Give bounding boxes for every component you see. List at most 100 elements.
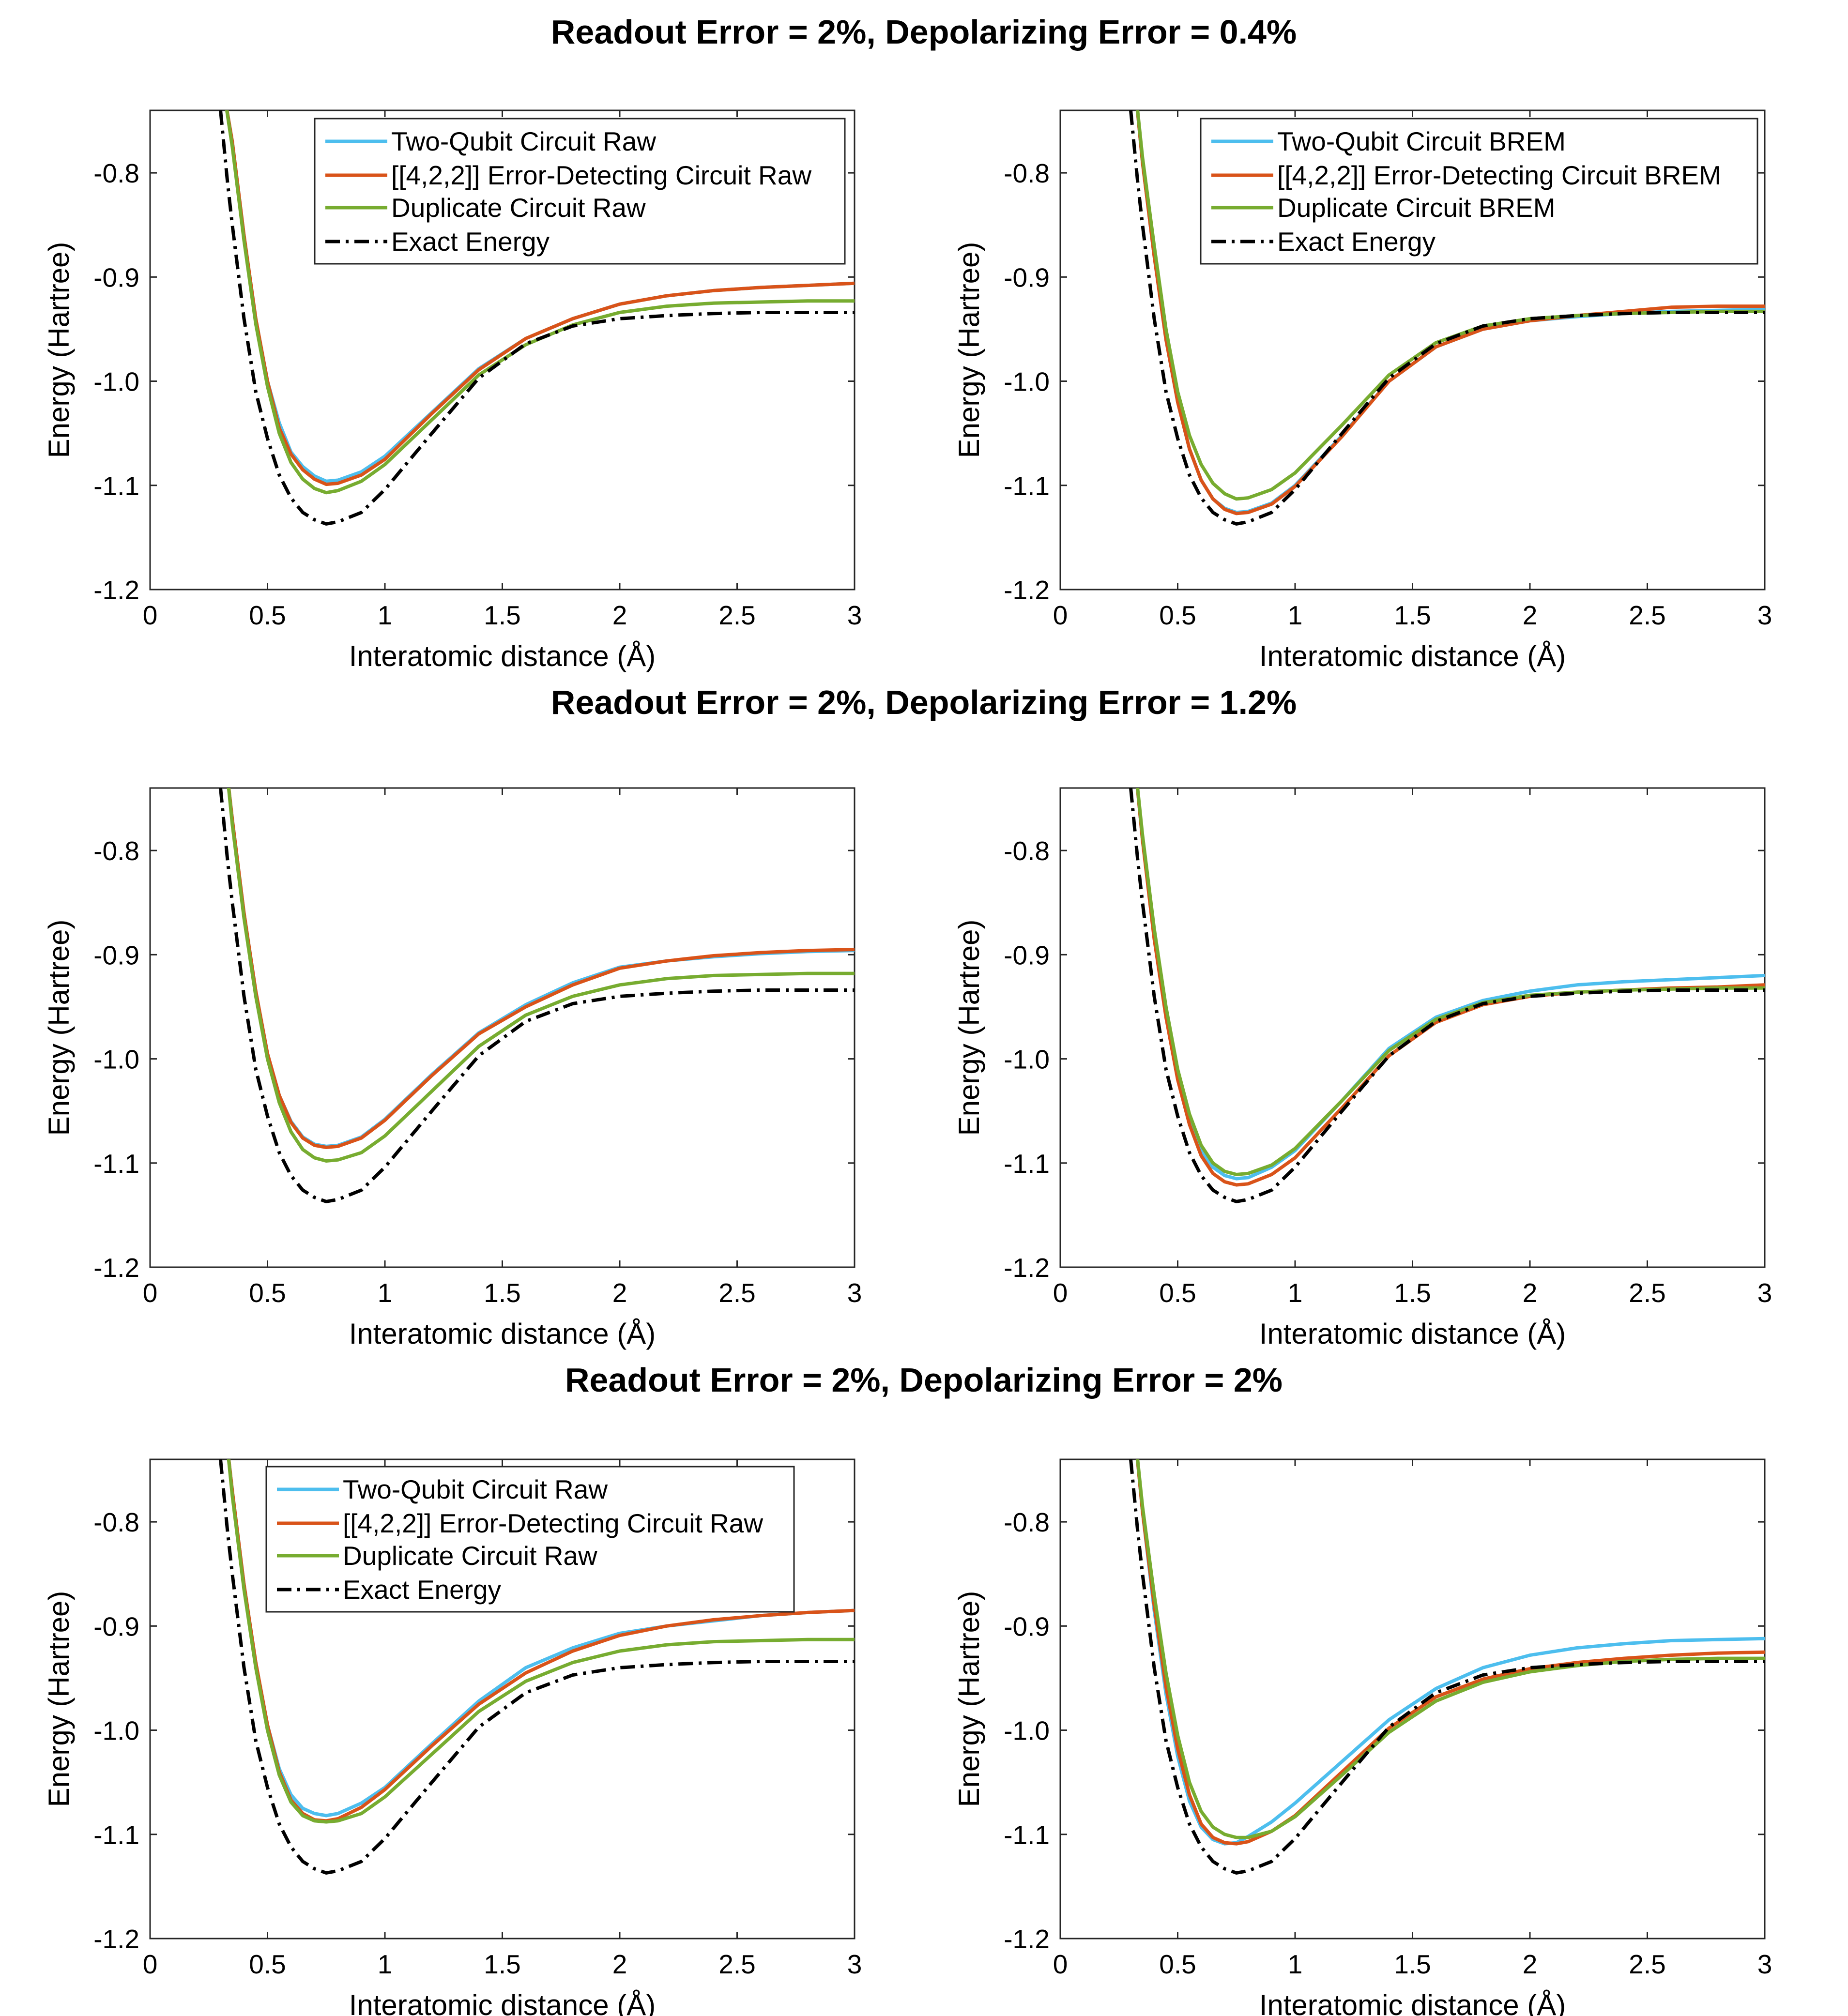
x-tick-label: 2.5 [1629,1278,1665,1308]
series-line-4 [1129,1459,1765,1875]
series-group [1129,110,1765,526]
x-tick-label: 1.5 [484,1949,520,1979]
legend-label-1: Two-Qubit Circuit Raw [391,126,656,156]
legend-label-1: Two-Qubit Circuit Raw [343,1474,608,1504]
x-tick-label: 1.5 [484,600,520,630]
series-line-3 [227,1459,855,1824]
legend-box [314,118,846,265]
y-tick-label: -1.1 [1004,1149,1050,1179]
y-tick-label: -0.9 [93,1611,139,1641]
x-axis-label: Interatomic distance (Å) [349,1989,656,2016]
y-tick-label: -1.0 [93,1716,139,1746]
x-tick-label: 0 [1053,600,1068,630]
series-line-4 [219,110,855,526]
x-tick-label: 3 [847,1278,862,1308]
x-tick-label: 3 [1757,600,1772,630]
y-tick-label: -0.9 [93,262,139,292]
x-tick-label: 1 [378,1949,393,1979]
y-axis-label: Energy (Hartree) [43,1591,75,1807]
y-tick-label: -1.2 [1004,1924,1050,1954]
x-tick-label: 0.5 [1159,1278,1196,1308]
x-tick-label: 1 [378,600,393,630]
legend: Two-Qubit Circuit Raw [[4,2,2]] Error-Det… [314,118,846,265]
x-tick-label: 1 [1288,600,1303,630]
x-tick-label: 1.5 [1394,1949,1431,1979]
y-tick-label: -0.8 [1004,1507,1050,1537]
y-tick-label: -1.2 [93,1924,139,1954]
x-tick-label: 0.5 [249,600,286,630]
y-tick-label: -1.1 [93,1149,139,1179]
x-tick-label: 2 [612,1949,627,1979]
series-group [219,1459,855,1875]
x-tick-label: 1.5 [484,1278,520,1308]
x-axis-label: Interatomic distance (Å) [1259,1989,1566,2016]
x-axis-label: Interatomic distance (Å) [349,640,656,672]
y-axis-label: Energy (Hartree) [43,920,75,1136]
chart-panel-4: 0 0.5 1 1.5 2 2.5 3 -1.2 -1.1 -1.0 -0.9 -0.8 Interat… [953,118,1772,1350]
legend-label-2: [[4,2,2]] Error-Detecting Circuit BREM [1277,160,1721,190]
y-tick-label: -1.0 [1004,1045,1050,1075]
y-tick-label: -1.1 [1004,471,1050,501]
chart-panel-5: 0 0.5 1 1.5 2 2.5 3 -1.2 -1.1 -1.0 -0.9 -0.8 Interat… [43,1458,862,2016]
x-tick-label: 1 [1288,1278,1303,1308]
x-tick-label: 3 [1757,1278,1772,1308]
y-tick-label: -1.2 [93,1253,139,1283]
y-tick-label: -1.0 [1004,367,1050,397]
x-tick-label: 1 [1288,1949,1303,1979]
x-tick-label: 3 [847,1949,862,1979]
legend-label-3: Duplicate Circuit Raw [391,193,646,223]
y-axis-label: Energy (Hartree) [953,920,985,1136]
series-group [1129,1459,1765,1875]
x-tick-label: 0.5 [1159,1949,1196,1979]
y-tick-label: -0.9 [1004,940,1050,970]
legend-label-4: Exact Energy [1277,227,1436,257]
y-tick-label: -0.9 [1004,1611,1050,1641]
y-tick-label: -1.1 [1004,1820,1050,1850]
chart-panel-6: 0 0.5 1 1.5 2 2.5 3 -1.2 -1.1 -1.0 -0.9 -0.8 Interat… [953,118,1772,2016]
x-tick-label: 3 [847,600,862,630]
x-tick-label: 2.5 [718,1278,755,1308]
series-line-3 [225,110,855,495]
x-tick-label: 2.5 [718,600,755,630]
y-tick-label: -0.8 [1004,836,1050,866]
x-tick-label: 2.5 [1629,1949,1665,1979]
x-tick-label: 2.5 [1629,600,1665,630]
series-line-3 [227,788,855,1163]
y-tick-label: -1.0 [1004,1716,1050,1746]
x-tick-label: 0.5 [1159,600,1196,630]
y-tick-label: -0.8 [93,1507,139,1537]
x-tick-label: 2 [612,600,627,630]
series-line-4 [1129,110,1765,526]
x-tick-label: 1.5 [1394,1278,1431,1308]
legend-label-3: Duplicate Circuit Raw [343,1541,597,1571]
x-tick-label: 0 [143,1278,158,1308]
plot-area [149,787,855,1268]
legend-label-2: [[4,2,2]] Error-Detecting Circuit Raw [343,1508,763,1538]
chart-panel-3: 0 0.5 1 1.5 2 2.5 3 -1.2 -1.1 -1.0 -0.9 -0.8 Interat… [43,118,862,1350]
series-group [1129,788,1765,1203]
x-axis-label: Interatomic distance (Å) [1259,640,1566,672]
x-tick-label: 1.5 [1394,600,1431,630]
x-tick-label: 0 [143,600,158,630]
legend-box [1200,118,1758,265]
series-line-4 [219,1459,855,1875]
x-tick-label: 2.5 [718,1949,755,1979]
y-axis-label: Energy (Hartree) [43,242,75,458]
y-tick-label: -1.1 [93,471,139,501]
y-tick-label: -1.2 [1004,1253,1050,1283]
y-tick-label: -1.0 [93,1045,139,1075]
y-tick-label: -0.8 [93,836,139,866]
y-tick-label: -0.9 [1004,262,1050,292]
x-tick-label: 0 [143,1949,158,1979]
y-tick-label: -1.0 [93,367,139,397]
x-tick-label: 0 [1053,1949,1068,1979]
series-line-4 [1129,788,1765,1203]
row-title-2: Readout Error = 2%, Depolarizing Error =… [551,683,1297,721]
legend-label-4: Exact Energy [343,1575,502,1605]
row-title-1: Readout Error = 2%, Depolarizing Error =… [551,13,1297,51]
y-tick-label: -1.1 [93,1820,139,1850]
x-tick-label: 2 [1523,1949,1538,1979]
y-tick-label: -1.2 [1004,575,1050,605]
y-tick-label: -0.8 [1004,158,1050,188]
